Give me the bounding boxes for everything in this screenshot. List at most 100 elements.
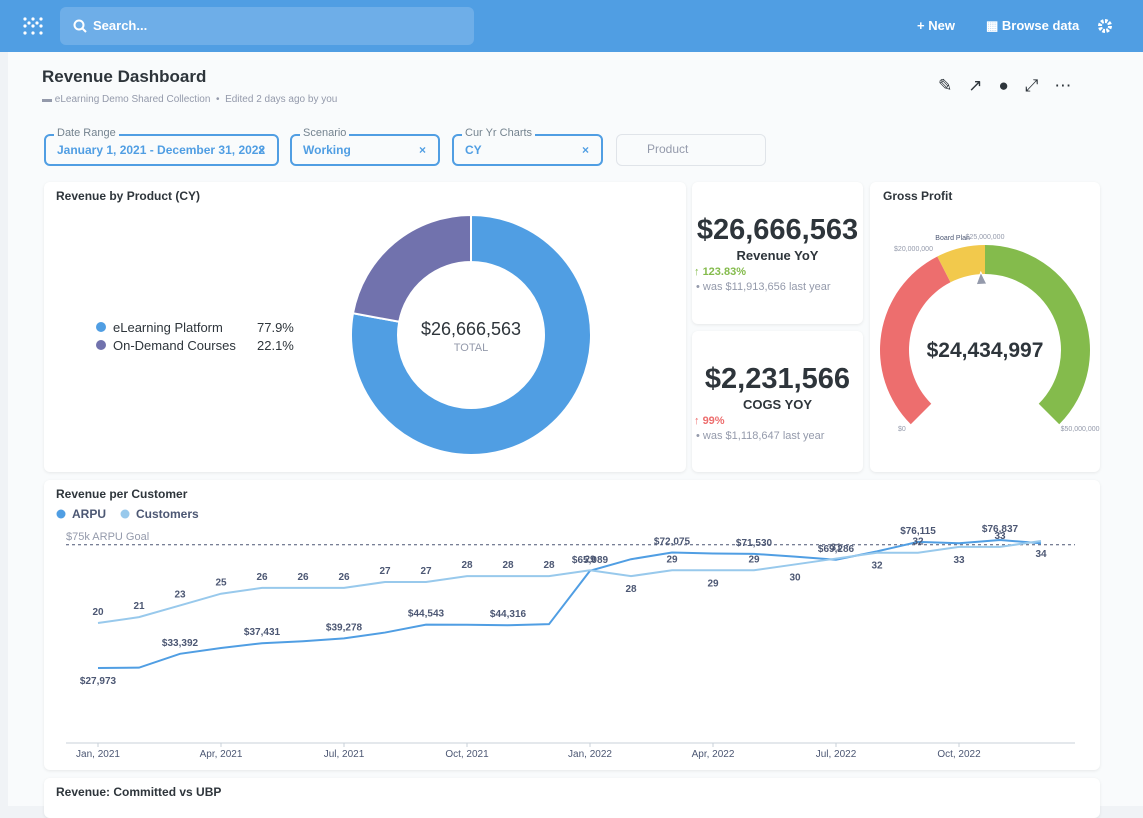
scalar-previous: • was $11,913,656 last year	[696, 281, 831, 293]
scalar-title: Revenue YoY	[736, 248, 819, 263]
line-card	[44, 480, 1100, 770]
legend-label: On-Demand Courses	[113, 338, 236, 353]
filter-value: CY	[465, 143, 482, 157]
previous-suffix: last year	[788, 281, 831, 293]
legend-label: Customers	[136, 507, 199, 521]
data-label: 20	[92, 607, 104, 618]
data-label: 33	[994, 531, 1006, 542]
data-label: $39,278	[326, 622, 363, 633]
filter-product[interactable]: Product	[616, 134, 766, 166]
filter-scenario[interactable]: Working ×	[290, 134, 440, 166]
search-icon	[73, 19, 87, 33]
series-line	[97, 538, 1042, 669]
data-label: 31	[830, 543, 842, 554]
dashboard-actions[interactable]: ✎↗●⤢⋯	[938, 76, 1088, 95]
data-label: 26	[256, 572, 268, 583]
filter-date[interactable]: January 1, 2021 - December 31, 2022 ×	[44, 134, 279, 166]
new-label: New	[928, 18, 955, 33]
filter-label: Date Range	[54, 127, 119, 139]
legend-label: eLearning Platform	[113, 320, 223, 335]
logo[interactable]	[22, 16, 44, 36]
scalar-title: COGS YOY	[742, 397, 813, 412]
donut-slice	[350, 213, 592, 456]
filter-placeholder: Product	[647, 142, 689, 156]
previous-value: was $1,118,647	[702, 430, 780, 442]
data-label: 27	[420, 566, 432, 577]
data-label: $76,837	[982, 524, 1019, 535]
browse-button[interactable]: ▦ Browse data	[986, 18, 1080, 33]
edited-info: Edited 2 days ago by you	[225, 94, 338, 105]
data-label: 28	[461, 560, 473, 571]
gauge-needle	[975, 270, 988, 286]
new-button[interactable]: + New	[917, 18, 955, 33]
collection-link[interactable]: eLearning Demo Shared Collection	[54, 94, 211, 105]
filter-value: Working	[303, 143, 351, 157]
scalar-previous: • was $1,118,647 last year	[696, 430, 825, 442]
data-label: $33,392	[162, 638, 199, 649]
legend-label: ARPU	[72, 507, 106, 521]
scalar-change: ↑ 123.83%	[694, 266, 746, 278]
donut-caption: TOTAL	[454, 342, 488, 354]
x-tick-label: Jan, 2021	[76, 749, 120, 760]
legend-dot	[96, 340, 106, 350]
change-value: 123.83%	[702, 266, 746, 278]
search-bar[interactable]: Search...	[60, 7, 474, 45]
dashboard-title: Revenue Dashboard	[42, 67, 207, 86]
legend-dot	[120, 509, 130, 519]
data-label: $44,543	[408, 609, 445, 620]
data-label: 23	[174, 589, 186, 600]
top-nav: Search... + New ▦ Browse data	[0, 0, 1143, 52]
gauge-segment	[937, 245, 985, 283]
data-label: $65,089	[572, 555, 609, 566]
data-label: 32	[912, 537, 924, 548]
filter-value: January 1, 2021 - December 31, 2022	[57, 143, 266, 157]
data-label: 28	[543, 560, 555, 571]
data-label: 26	[297, 572, 309, 583]
settings-icon[interactable]	[1097, 18, 1113, 34]
data-label: 27	[379, 566, 391, 577]
gauge-segment	[880, 256, 951, 425]
data-label: $76,115	[900, 526, 936, 537]
data-label: $71,530	[736, 538, 773, 549]
data-label: 34	[1035, 549, 1047, 560]
data-label: 32	[871, 561, 883, 572]
data-label: $27,973	[80, 676, 117, 687]
gauge-tick-label: $25,000,000	[966, 234, 1005, 241]
x-tick-label: Jul, 2021	[324, 749, 365, 760]
card-title: Revenue: Committed vs UBP	[56, 785, 222, 799]
gauge-tick-label: $50,000,000	[1061, 426, 1100, 433]
legend-value: 77.9%	[257, 320, 294, 335]
gauge-tick-label: $20,000,000	[894, 246, 933, 253]
previous-suffix: last year	[782, 430, 825, 442]
browse-label: Browse data	[1001, 18, 1080, 33]
legend-value: 22.1%	[257, 338, 294, 353]
data-label: 29	[666, 554, 678, 565]
data-label: 21	[133, 601, 145, 612]
card-title: Revenue per Customer	[56, 487, 188, 501]
filter-label: Scenario	[300, 127, 350, 139]
goal-label: $75k ARPU Goal	[66, 531, 149, 543]
scalar-value: $2,231,566	[704, 363, 851, 395]
legend-dot	[56, 509, 66, 519]
data-label: 26	[338, 572, 350, 583]
legend-dot	[96, 322, 106, 332]
segment-label: Board Plan	[935, 235, 970, 242]
data-label: 30	[789, 572, 801, 583]
gauge-value: $24,434,997	[927, 339, 1044, 362]
x-tick-label: Apr, 2021	[200, 749, 243, 760]
card-title: Revenue by Product (CY)	[56, 189, 201, 203]
scalar-value: $26,666,563	[696, 214, 859, 246]
x-tick-label: Oct, 2022	[937, 749, 981, 760]
data-label: 29	[707, 578, 719, 589]
gauge-segment	[985, 245, 1091, 425]
series-line	[97, 540, 1042, 624]
data-label: 28	[502, 560, 514, 571]
search-placeholder: Search...	[93, 18, 148, 33]
previous-value: was $11,913,656	[702, 281, 786, 293]
data-label: $37,431	[244, 627, 281, 638]
donut-slice	[351, 213, 472, 323]
data-label: 29	[748, 554, 760, 565]
data-label: $44,316	[490, 609, 527, 620]
dashboard-meta: ▬ eLearning Demo Shared Collection • Edi…	[42, 94, 338, 105]
